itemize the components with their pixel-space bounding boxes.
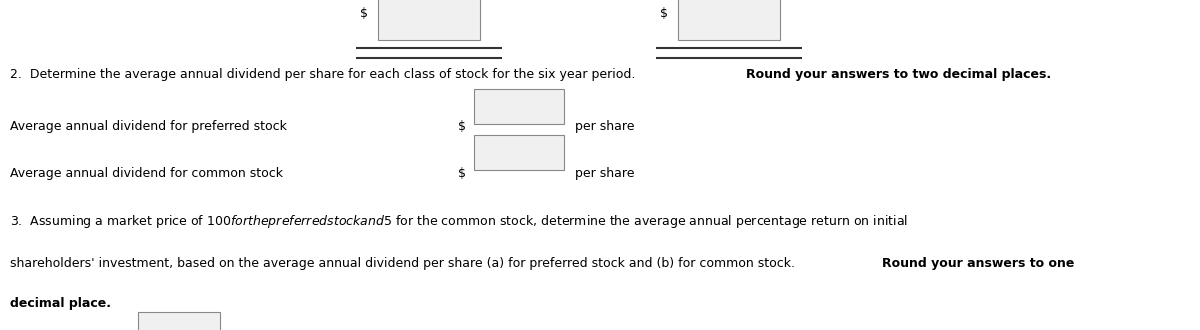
Text: per share: per share bbox=[575, 120, 635, 133]
FancyBboxPatch shape bbox=[378, 0, 480, 40]
FancyBboxPatch shape bbox=[474, 135, 564, 170]
Text: Average annual dividend for preferred stock: Average annual dividend for preferred st… bbox=[10, 120, 287, 133]
Text: shareholders' investment, based on the average annual dividend per share (a) for: shareholders' investment, based on the a… bbox=[10, 257, 799, 270]
Text: per share: per share bbox=[575, 167, 635, 180]
Text: $: $ bbox=[660, 7, 668, 19]
FancyBboxPatch shape bbox=[474, 89, 564, 124]
FancyBboxPatch shape bbox=[138, 312, 220, 330]
Text: Round your answers to one: Round your answers to one bbox=[882, 257, 1074, 270]
Text: $: $ bbox=[360, 7, 368, 19]
FancyBboxPatch shape bbox=[678, 0, 780, 40]
Text: Round your answers to two decimal places.: Round your answers to two decimal places… bbox=[746, 68, 1051, 81]
Text: Average annual dividend for common stock: Average annual dividend for common stock bbox=[10, 167, 283, 180]
Text: $: $ bbox=[457, 120, 466, 133]
Text: decimal place.: decimal place. bbox=[10, 297, 110, 310]
Text: 3.  Assuming a market price of $100 for the preferred stock and $5 for the commo: 3. Assuming a market price of $100 for t… bbox=[10, 213, 907, 230]
Text: 2.  Determine the average annual dividend per share for each class of stock for : 2. Determine the average annual dividend… bbox=[10, 68, 638, 81]
Text: $: $ bbox=[457, 167, 466, 180]
